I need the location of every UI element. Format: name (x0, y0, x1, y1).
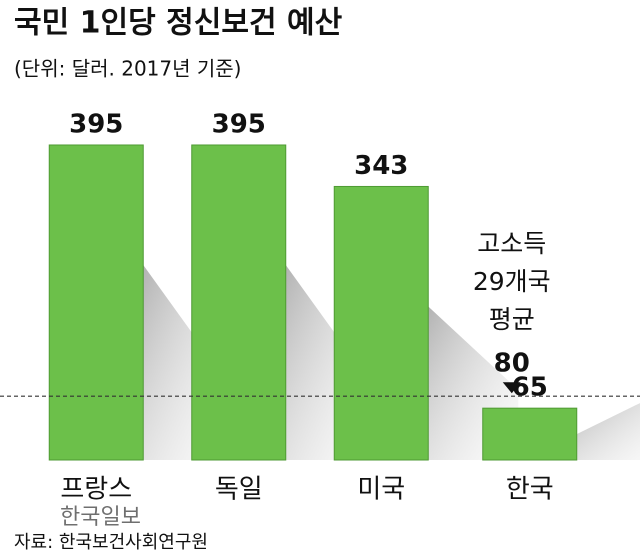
bar-shadow (576, 403, 640, 460)
reference-label: 고소득 (477, 229, 546, 258)
value-label: 343 (354, 151, 408, 181)
x-tick-label: 독일 (215, 475, 263, 505)
bar (333, 185, 429, 461)
bar (191, 144, 287, 461)
watermark: 한국일보 (60, 505, 141, 530)
chart-subtitle: (단위: 달러. 2017년 기준) (14, 57, 241, 81)
reference-label: 29개국 (473, 267, 551, 296)
source: 자료: 한국보건사회연구원 (14, 532, 208, 553)
value-label: 395 (212, 109, 266, 139)
x-tick-label: 프랑스 (60, 475, 132, 505)
x-tick-label: 한국 (506, 475, 554, 505)
value-label: 395 (69, 109, 123, 139)
value-label: 65 (512, 373, 548, 403)
reference-value: 80 (494, 349, 530, 379)
x-tick-label: 미국 (357, 475, 405, 505)
bar (482, 407, 578, 461)
bar (48, 144, 144, 461)
reference-label: 평균 (489, 305, 535, 334)
reference-arrow (502, 382, 521, 394)
chart-title: 국민 1인당 정신보건 예산 (14, 6, 343, 41)
